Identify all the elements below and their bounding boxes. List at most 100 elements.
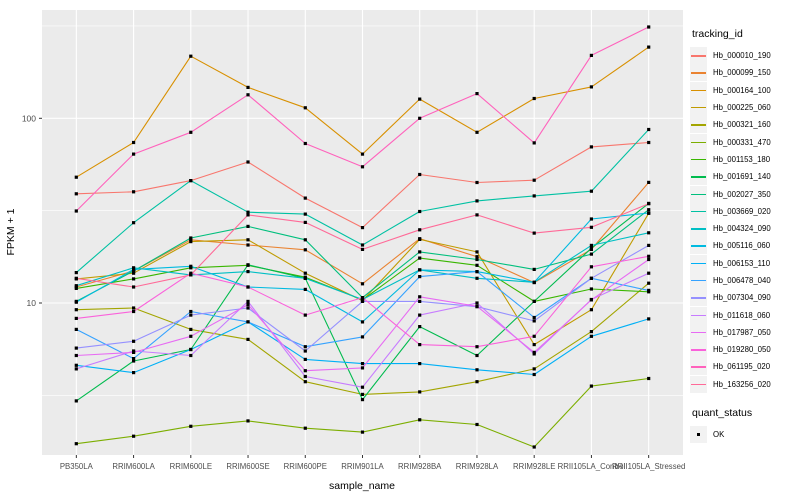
data-point bbox=[418, 256, 422, 260]
data-point bbox=[189, 424, 193, 428]
legend-entry-label: Hb_007304_090 bbox=[713, 293, 771, 303]
legend-entry: Hb_003669_020 bbox=[690, 202, 798, 220]
data-point bbox=[475, 250, 479, 254]
data-point bbox=[189, 264, 193, 268]
data-point bbox=[589, 334, 593, 338]
data-point bbox=[74, 300, 78, 304]
legend-key-swatch bbox=[690, 150, 707, 168]
data-point bbox=[418, 275, 422, 279]
data-point bbox=[360, 282, 365, 286]
data-point bbox=[360, 430, 365, 434]
data-point bbox=[418, 237, 422, 241]
legend-entry-label: Hb_000225_060 bbox=[713, 103, 771, 113]
data-point bbox=[132, 306, 136, 310]
legend-key-swatch bbox=[690, 220, 707, 238]
data-point bbox=[189, 236, 193, 240]
legend-entry-label: Hb_000164_100 bbox=[713, 85, 771, 95]
data-point bbox=[589, 145, 593, 149]
quant-status-legend-title: quant_status bbox=[692, 406, 753, 419]
legend-entry: Hb_000321_160 bbox=[690, 116, 798, 134]
data-point bbox=[532, 319, 536, 323]
data-point bbox=[303, 345, 307, 349]
data-point bbox=[418, 390, 422, 394]
data-point bbox=[589, 384, 593, 388]
data-point bbox=[303, 212, 307, 216]
quant-status-legend-entry: OK bbox=[690, 426, 798, 444]
data-point bbox=[132, 277, 136, 281]
data-point bbox=[189, 309, 193, 314]
data-point bbox=[132, 221, 136, 225]
x-tick-label: PB350LA bbox=[60, 462, 94, 471]
data-point bbox=[303, 141, 307, 146]
data-point bbox=[303, 276, 307, 280]
data-point bbox=[360, 366, 365, 370]
data-point bbox=[475, 199, 479, 203]
data-point bbox=[74, 209, 78, 213]
data-point bbox=[303, 380, 307, 384]
data-point bbox=[303, 357, 307, 361]
legend-entry: Hb_000331_470 bbox=[690, 133, 798, 151]
data-point bbox=[74, 192, 78, 196]
legend-entry-label: Hb_000331_470 bbox=[713, 137, 771, 147]
legend-entry-label: Hb_011618_060 bbox=[713, 310, 771, 320]
x-tick-label: RRIM600LA bbox=[112, 462, 155, 471]
data-point bbox=[647, 202, 651, 206]
data-point bbox=[246, 306, 250, 310]
data-point bbox=[303, 374, 307, 379]
legend-entry-label: Hb_061195_020 bbox=[713, 362, 771, 372]
data-point bbox=[246, 303, 250, 307]
data-point bbox=[246, 337, 250, 341]
data-point bbox=[132, 309, 136, 314]
data-point bbox=[132, 359, 136, 363]
data-point bbox=[647, 140, 651, 145]
x-tick-label: RRIM600PE bbox=[284, 462, 327, 471]
data-point bbox=[132, 285, 136, 289]
data-point bbox=[246, 85, 250, 89]
data-point bbox=[589, 225, 593, 229]
legend-key-swatch bbox=[690, 133, 707, 151]
data-point bbox=[360, 296, 365, 300]
legend-entry-label: Hb_019280_050 bbox=[713, 345, 771, 355]
data-point bbox=[418, 172, 422, 177]
data-point bbox=[246, 419, 250, 423]
data-point bbox=[475, 368, 479, 372]
legend-key-swatch bbox=[690, 116, 707, 134]
data-point bbox=[246, 285, 250, 289]
data-point bbox=[475, 301, 479, 305]
legend-entry: Hb_002027_350 bbox=[690, 185, 798, 203]
legend-key-swatch bbox=[690, 168, 707, 186]
data-point bbox=[475, 180, 479, 185]
data-point bbox=[589, 265, 593, 269]
data-point bbox=[189, 240, 193, 244]
data-point bbox=[74, 363, 78, 367]
legend: tracking_id Hb_000010_190 Hb_000099_150 Hb… bbox=[690, 28, 798, 444]
data-point bbox=[303, 287, 307, 291]
data-point bbox=[532, 367, 536, 371]
data-point bbox=[303, 349, 307, 353]
legend-entry-label: Hb_006478_040 bbox=[713, 276, 771, 285]
data-point bbox=[647, 211, 651, 215]
x-tick-label: RRII105LA_Control bbox=[558, 462, 626, 471]
data-point bbox=[189, 334, 193, 338]
data-point bbox=[360, 165, 365, 169]
data-point bbox=[418, 299, 422, 303]
data-point bbox=[360, 392, 365, 396]
data-point bbox=[189, 273, 193, 277]
data-point bbox=[647, 127, 651, 132]
data-point bbox=[132, 271, 136, 275]
data-point bbox=[475, 380, 479, 384]
legend-key-swatch bbox=[690, 341, 707, 359]
data-point bbox=[303, 271, 307, 275]
data-point bbox=[246, 224, 250, 228]
data-point bbox=[589, 246, 593, 250]
data-point bbox=[647, 180, 651, 184]
data-point bbox=[589, 53, 593, 57]
data-point bbox=[475, 257, 479, 262]
data-point bbox=[589, 287, 593, 291]
data-point bbox=[189, 130, 193, 134]
data-point bbox=[647, 271, 651, 275]
y-axis-title: FPKM + 1 bbox=[5, 208, 17, 255]
data-point bbox=[475, 270, 479, 274]
data-point bbox=[647, 257, 651, 262]
